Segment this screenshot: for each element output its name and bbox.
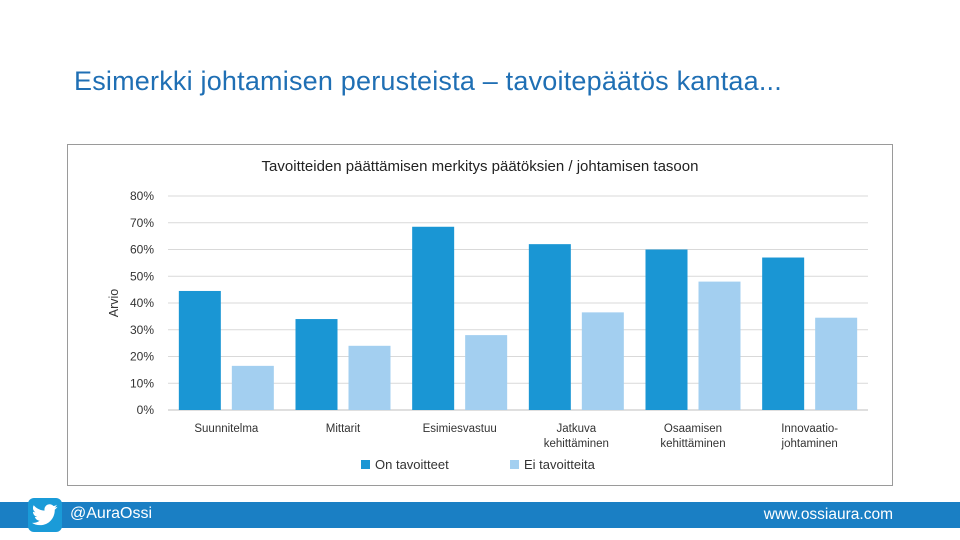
- bar-ei-tavoitteita: [698, 281, 741, 410]
- legend-swatch: [361, 460, 370, 469]
- bar-ei-tavoitteita: [465, 335, 508, 410]
- y-tick-label: 30%: [130, 323, 154, 337]
- bars: [178, 226, 858, 410]
- y-tick-label: 70%: [130, 216, 154, 230]
- y-tick-label: 20%: [130, 350, 154, 364]
- y-tick-label: 0%: [137, 403, 155, 417]
- y-tick-label: 60%: [130, 243, 154, 257]
- bar-on-tavoitteet: [645, 249, 688, 410]
- bar-ei-tavoitteita: [231, 365, 274, 410]
- bar-on-tavoitteet: [295, 319, 338, 410]
- twitter-bird-icon[interactable]: [28, 498, 62, 532]
- twitter-handle[interactable]: @AuraOssi: [70, 505, 153, 522]
- x-category-label: Mittarit: [326, 423, 361, 435]
- y-axis-ticks: 0% 10% 20% 30% 40% 50% 60% 70% 80%: [130, 189, 154, 417]
- x-category-label: johtaminen: [781, 438, 838, 450]
- slide-title: Esimerkki johtamisen perusteista – tavoi…: [74, 66, 782, 96]
- y-tick-label: 10%: [130, 376, 154, 390]
- bar-on-tavoitteet: [762, 257, 805, 410]
- x-category-label: Suunnitelma: [194, 423, 259, 435]
- bar-on-tavoitteet: [528, 244, 571, 410]
- bar-on-tavoitteet: [178, 290, 221, 410]
- bar-ei-tavoitteita: [581, 312, 624, 410]
- x-category-label: Innovaatio-: [781, 423, 838, 435]
- legend: On tavoitteet Ei tavoitteita: [361, 457, 596, 472]
- bar-ei-tavoitteita: [815, 317, 858, 410]
- x-axis-categories: Suunnitelma Mittarit Esimiesvastuu Jatkuva k…: [194, 423, 838, 450]
- legend-swatch: [510, 460, 519, 469]
- x-category-label: kehittäminen: [544, 438, 609, 450]
- x-category-label: Esimiesvastuu: [423, 423, 497, 435]
- chart-frame: Tavoitteiden päättämisen merkitys päätök…: [67, 144, 893, 486]
- x-category-label: Jatkuva: [557, 423, 597, 435]
- y-axis-label: Arvio: [107, 289, 121, 318]
- y-tick-label: 40%: [130, 296, 154, 310]
- legend-label: Ei tavoitteita: [524, 457, 596, 472]
- bar-chart: Tavoitteiden päättämisen merkitys päätök…: [107, 158, 868, 472]
- bar-on-tavoitteet: [412, 226, 455, 410]
- gridlines: [168, 195, 868, 411]
- y-tick-label: 50%: [130, 269, 154, 283]
- y-tick-label: 80%: [130, 189, 154, 203]
- footer-bar: [0, 502, 960, 528]
- chart-title: Tavoitteiden päättämisen merkitys päätök…: [262, 158, 699, 175]
- bar-ei-tavoitteita: [348, 345, 391, 410]
- x-category-label: kehittäminen: [660, 438, 725, 450]
- website-link[interactable]: www.ossiaura.com: [763, 506, 893, 523]
- legend-label: On tavoitteet: [375, 457, 449, 472]
- x-category-label: Osaamisen: [664, 423, 722, 435]
